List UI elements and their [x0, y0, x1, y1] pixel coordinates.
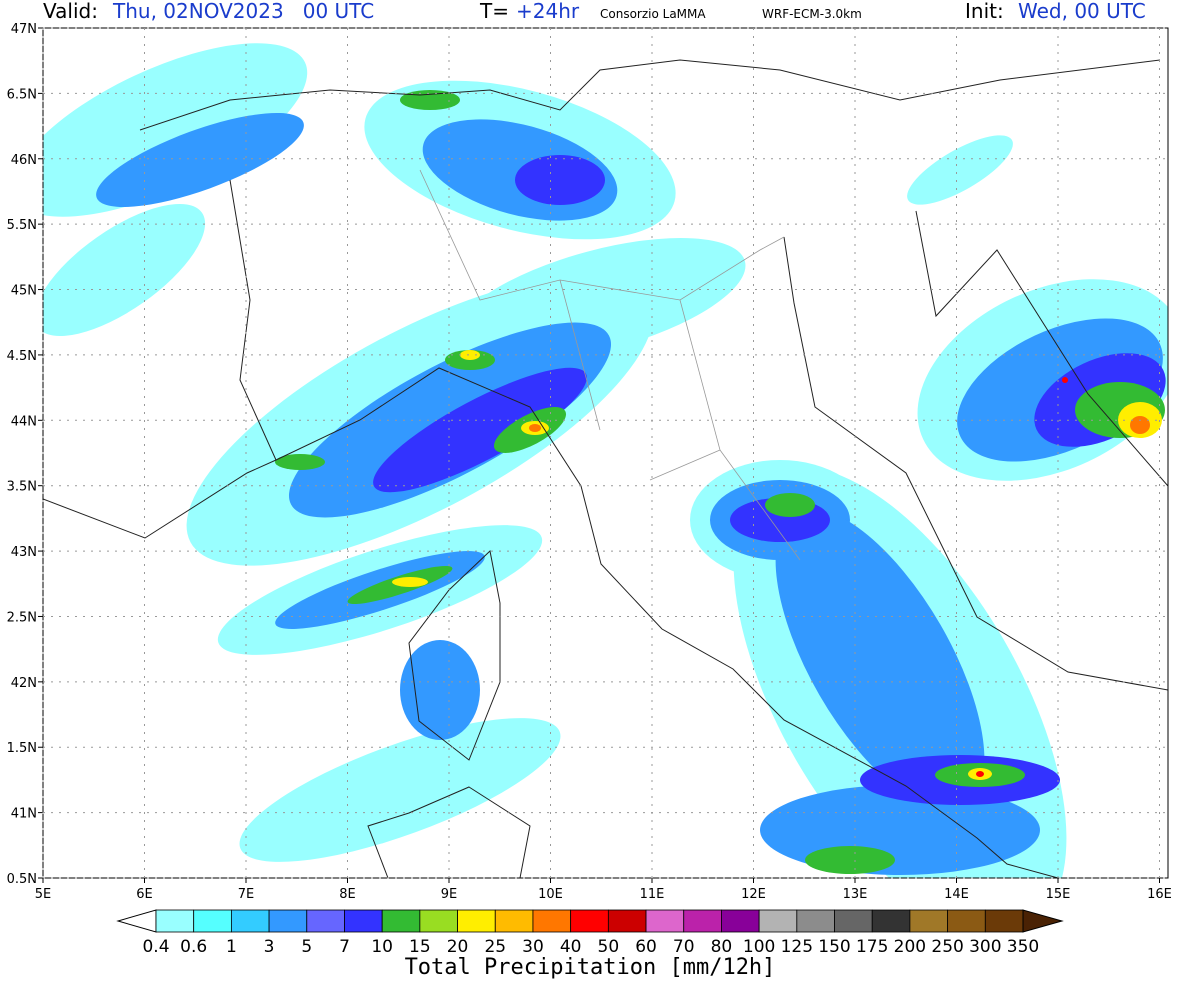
colorbar-swatch	[419, 909, 458, 933]
colorbar-label: 60	[635, 937, 657, 957]
colorbar-label: 25	[484, 937, 506, 957]
colorbar-label: 125	[781, 937, 813, 957]
colorbar-label: 0.4	[142, 937, 169, 957]
colorbar-low-arrow	[116, 909, 157, 933]
colorbar-swatch	[796, 909, 835, 933]
colorbar-swatch	[909, 909, 949, 933]
colorbar-label: 0.6	[180, 937, 207, 957]
lat-label: 41N	[11, 807, 37, 822]
colorbar-label: 350	[1007, 937, 1039, 957]
colorbar-label: 10	[371, 937, 393, 957]
colorbar-label: 50	[598, 937, 620, 957]
colorbar-swatch	[834, 909, 873, 933]
lon-label: 14E	[944, 887, 969, 902]
colorbar-swatch	[532, 909, 572, 933]
lon-label: 13E	[843, 887, 868, 902]
t-value: +24hr	[516, 0, 580, 23]
colorbar-swatch	[607, 909, 647, 933]
lat-label: 44N	[11, 414, 37, 429]
lat-label: 46N	[11, 153, 37, 168]
colorbar-label: 5	[301, 937, 312, 957]
colorbar-swatch	[381, 909, 421, 933]
colorbar-swatch	[457, 909, 496, 933]
lon-label: 16E	[1147, 887, 1172, 902]
lon-label: 8E	[339, 887, 356, 902]
colorbar-swatch	[344, 909, 383, 933]
init-value: Wed, 00 UTC	[1018, 0, 1146, 23]
colorbar: 0.4 0.6 1 3 5 7 10 15 20 25 30 40 50 60 70 80 100 125 150 1…	[116, 909, 1064, 957]
colorbar-swatch	[947, 909, 986, 933]
colorbar-label: 20	[447, 937, 469, 957]
colorbar-title: Total Precipitation [mm/12h]	[405, 955, 776, 980]
colorbar-label: 200	[894, 937, 926, 957]
colorbar-swatch	[984, 909, 1024, 933]
valid-value: Thu, 02NOV2023 00 UTC	[112, 0, 374, 23]
colorbar-label: 175	[856, 937, 888, 957]
colorbar-label: 300	[969, 937, 1001, 957]
colorbar-label: 150	[818, 937, 850, 957]
lat-label: 0.5N	[7, 872, 37, 887]
colorbar-swatch	[230, 909, 270, 933]
lon-label: 11E	[640, 887, 665, 902]
lat-label: 1.5N	[7, 741, 37, 756]
graticule: 47N 6.5N 46N 5.5N 45N 4.5N 44N 3.5N 43N 2.5N 42N 1.…	[7, 22, 1172, 902]
colorbar-swatch	[155, 909, 195, 933]
colorbar-label: 1	[226, 937, 237, 957]
colorbar-label: 250	[931, 937, 963, 957]
lon-label: 6E	[136, 887, 153, 902]
lat-label: 5.5N	[7, 218, 37, 233]
lat-label: 47N	[11, 22, 37, 37]
lon-label: 9E	[441, 887, 458, 902]
colorbar-swatch	[268, 909, 308, 933]
colorbar-swatch	[306, 909, 345, 933]
colorbar-swatch	[494, 909, 534, 933]
colorbar-swatch	[193, 909, 232, 933]
lat-label: 4.5N	[7, 349, 37, 364]
lat-label: 43N	[11, 545, 37, 560]
lon-label: 5E	[35, 887, 52, 902]
colorbar-high-arrow	[1022, 909, 1064, 933]
lon-label: 15E	[1046, 887, 1071, 902]
colorbar-label: 80	[711, 937, 733, 957]
precip-field	[43, 43, 1168, 878]
colorbar-label: 100	[743, 937, 775, 957]
colorbar-swatch	[645, 909, 685, 933]
colorbar-swatch	[570, 909, 609, 933]
colorbar-label: 3	[264, 937, 275, 957]
colorbar-swatch	[758, 909, 798, 933]
credit: Consorzio LaMMA	[600, 7, 706, 21]
lat-label: 3.5N	[7, 480, 37, 495]
model: WRF-ECM-3.0km	[762, 7, 862, 21]
colorbar-label: 15	[409, 937, 431, 957]
colorbar-swatch	[683, 909, 722, 933]
lat-label: 45N	[11, 284, 37, 299]
colorbar-swatch	[871, 909, 911, 933]
colorbar-label: 30	[522, 937, 544, 957]
lat-label: 42N	[11, 676, 37, 691]
colorbar-label: 70	[673, 937, 695, 957]
t-label: T=	[479, 0, 509, 23]
lat-label: 6.5N	[7, 87, 37, 102]
lon-label: 12E	[741, 887, 766, 902]
colorbar-label: 7	[339, 937, 350, 957]
lon-label: 10E	[538, 887, 563, 902]
colorbar-swatch	[721, 909, 760, 933]
lon-label: 7E	[238, 887, 255, 902]
init-label: Init:	[965, 0, 1004, 23]
valid-label: Valid:	[43, 0, 98, 23]
colorbar-label: 40	[560, 937, 582, 957]
lat-label: 2.5N	[7, 610, 37, 625]
